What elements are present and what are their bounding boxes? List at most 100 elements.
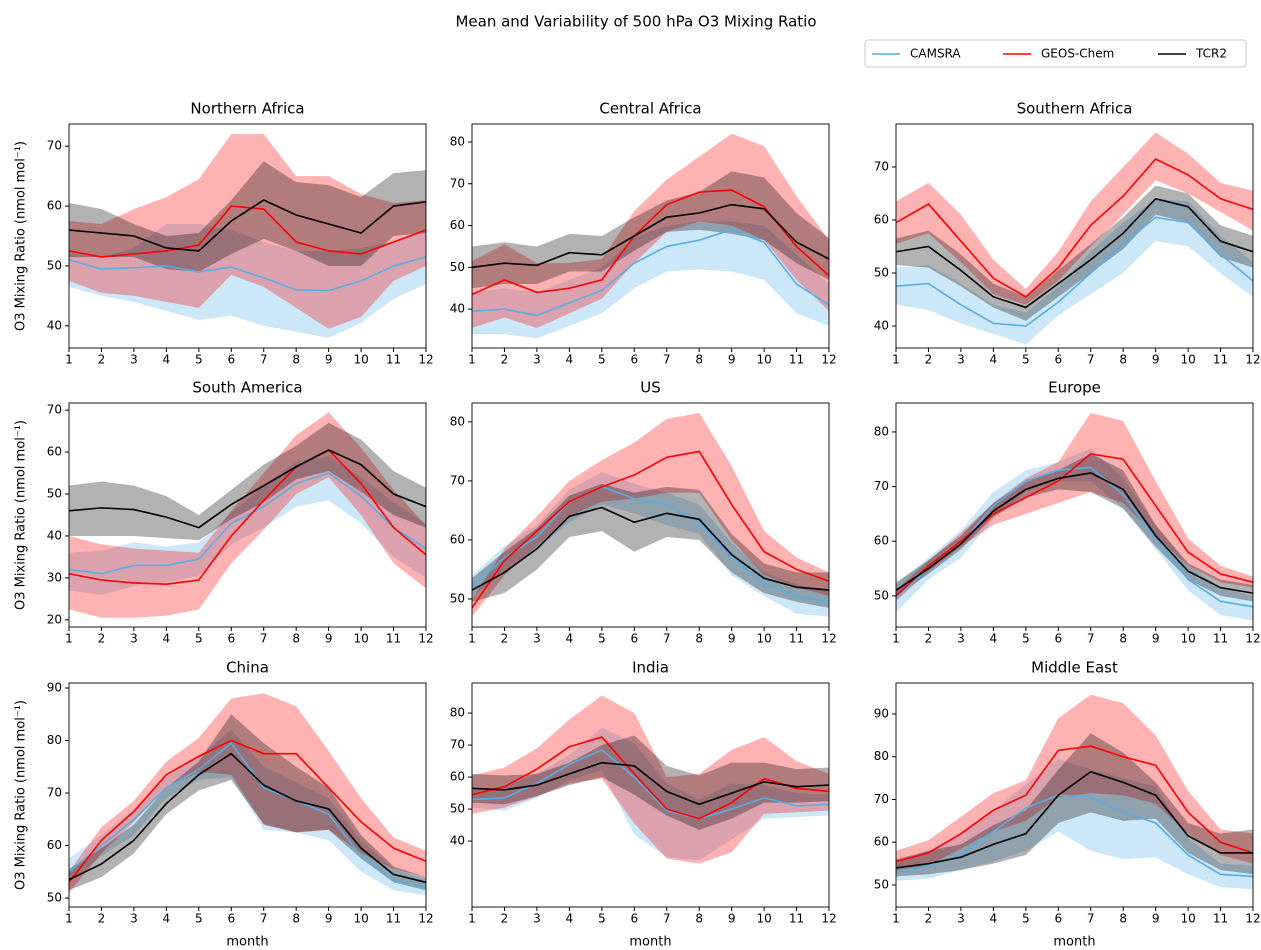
series-line	[896, 216, 1253, 327]
x-axis-label: month	[1053, 935, 1095, 950]
legend-label: GEOS-Chem	[1041, 47, 1114, 61]
y-tick-label: 80	[874, 749, 889, 763]
x-tick-label: 7	[1087, 632, 1095, 646]
plot-area	[472, 133, 829, 339]
y-tick-label: 80	[450, 414, 465, 428]
x-tick-label: 9	[728, 353, 736, 367]
x-tick-label: 1	[468, 912, 476, 926]
plot-area	[472, 695, 829, 864]
y-tick-label: 50	[874, 588, 889, 602]
figure-title: Mean and Variability of 500 hPa O3 Mixin…	[455, 13, 816, 31]
x-tick-label: 12	[821, 632, 836, 646]
x-tick-label: 1	[892, 912, 900, 926]
subplot-title: Northern Africa	[190, 100, 304, 118]
y-tick-label: 40	[874, 318, 889, 332]
x-tick-label: 5	[1022, 353, 1030, 367]
x-tick-label: 2	[925, 912, 933, 926]
variability-band	[896, 132, 1253, 305]
x-tick-label: 8	[292, 912, 300, 926]
x-tick-label: 6	[1054, 353, 1062, 367]
y-tick-label: 70	[47, 786, 62, 800]
x-tick-label: 3	[957, 912, 965, 926]
x-tick-label: 8	[695, 632, 703, 646]
x-tick-label: 1	[65, 912, 73, 926]
y-tick-label: 60	[47, 445, 62, 459]
x-tick-label: 11	[1213, 912, 1228, 926]
variability-band	[69, 456, 426, 595]
plot-area	[69, 134, 426, 338]
x-tick-label: 9	[1152, 353, 1160, 367]
x-tick-label: 12	[418, 353, 433, 367]
x-tick-label: 4	[163, 912, 171, 926]
y-tick-label: 50	[874, 877, 889, 891]
x-tick-label: 12	[1245, 353, 1260, 367]
x-tick-label: 11	[789, 632, 804, 646]
y-tick-label: 80	[874, 424, 889, 438]
y-tick-label: 40	[47, 528, 62, 542]
x-tick-label: 5	[195, 632, 203, 646]
y-tick-label: 70	[874, 479, 889, 493]
plot-area	[896, 694, 1253, 890]
series-line	[472, 485, 829, 603]
series-line	[472, 761, 829, 806]
x-tick-label: 9	[325, 632, 333, 646]
x-tick-label: 12	[821, 912, 836, 926]
series-line	[69, 739, 426, 883]
series-line	[896, 158, 1253, 298]
y-tick-label: 60	[874, 212, 889, 226]
series-line	[896, 745, 1253, 863]
x-tick-label: 5	[1022, 632, 1030, 646]
y-tick-label: 20	[47, 612, 62, 626]
x-tick-label: 5	[598, 632, 606, 646]
x-tick-label: 1	[892, 632, 900, 646]
x-tick-label: 7	[260, 353, 268, 367]
x-tick-label: 12	[1245, 912, 1260, 926]
series-line	[472, 203, 829, 269]
x-tick-label: 2	[98, 632, 106, 646]
y-tick-label: 40	[450, 302, 465, 316]
variability-band	[896, 733, 1253, 877]
variability-band	[896, 448, 1253, 621]
x-tick-label: 2	[98, 353, 106, 367]
x-tick-label: 10	[756, 632, 771, 646]
x-tick-label: 8	[292, 632, 300, 646]
series-line	[69, 205, 426, 258]
subplot-title: US	[640, 379, 661, 397]
x-tick-label: 5	[195, 912, 203, 926]
x-tick-label: 4	[163, 632, 171, 646]
y-tick-label: 70	[874, 792, 889, 806]
x-tick-label: 7	[260, 632, 268, 646]
y-tick-label: 60	[874, 534, 889, 548]
series-line	[472, 736, 829, 820]
x-tick-label: 3	[533, 912, 541, 926]
x-tick-label: 6	[227, 912, 235, 926]
x-tick-label: 6	[227, 632, 235, 646]
series-line	[69, 472, 426, 575]
x-tick-label: 2	[501, 912, 509, 926]
x-tick-label: 4	[566, 353, 574, 367]
x-tick-label: 7	[1087, 912, 1095, 926]
y-axis-label: O3 Mixing Ratio (nmol mol⁻¹)	[14, 141, 29, 331]
x-tick-label: 6	[630, 632, 638, 646]
legend-label: CAMSRA	[910, 47, 961, 61]
y-tick-label: 50	[47, 891, 62, 905]
x-tick-label: 1	[468, 353, 476, 367]
x-tick-label: 2	[98, 912, 106, 926]
variability-band	[69, 422, 426, 541]
x-tick-label: 9	[1152, 912, 1160, 926]
variability-band	[472, 133, 829, 328]
x-tick-label: 8	[695, 912, 703, 926]
x-tick-label: 4	[990, 912, 998, 926]
x-tick-label: 9	[728, 912, 736, 926]
x-tick-label: 11	[789, 353, 804, 367]
legend	[864, 39, 1247, 68]
x-tick-label: 3	[130, 353, 138, 367]
x-tick-label: 1	[65, 353, 73, 367]
variability-band	[896, 185, 1253, 321]
series-line	[69, 752, 426, 884]
